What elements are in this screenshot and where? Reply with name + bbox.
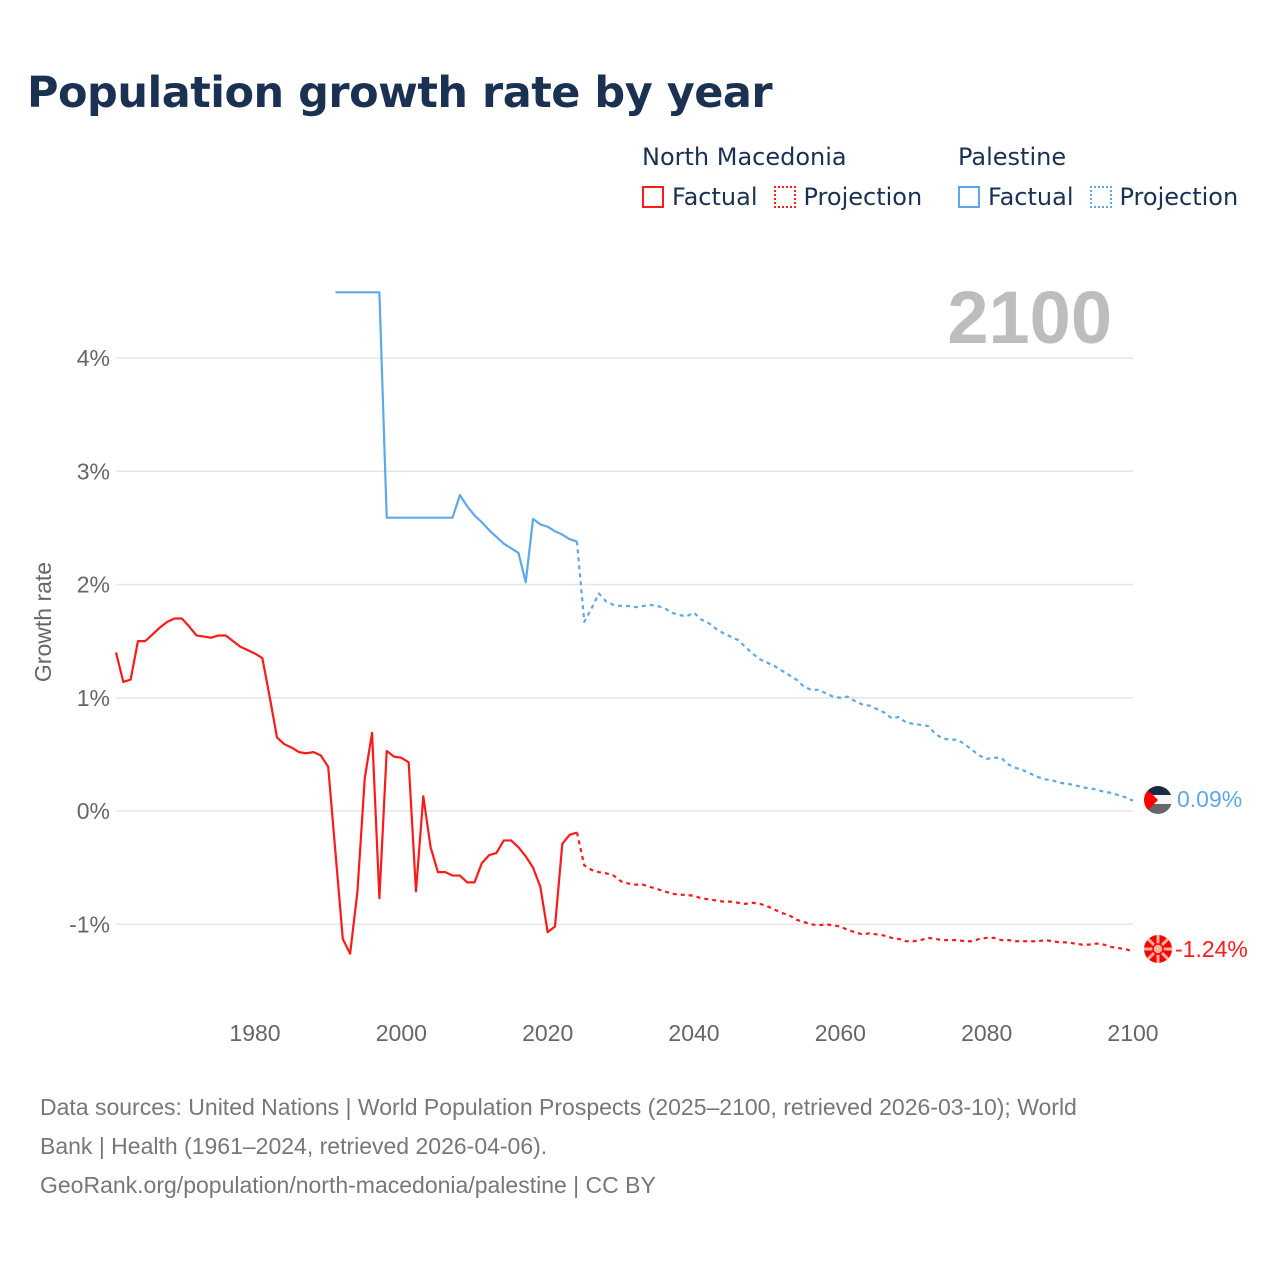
legend-palestine: Palestine Factual Projection	[958, 143, 1254, 211]
legend-item-label: Projection	[1119, 183, 1239, 211]
legend-group-label: North Macedonia	[642, 143, 847, 171]
y-tick-label: 3%	[77, 458, 110, 484]
y-tick-label: 4%	[77, 345, 110, 371]
legend-item-label: Projection	[803, 183, 923, 211]
footer-link[interactable]: GeoRank.org/population/north-macedonia/p…	[40, 1172, 656, 1198]
footer-sources-line: Bank | Health (1961–2024, retrieved 2026…	[40, 1133, 548, 1159]
legend-north-macedonia: North Macedonia Factual Projection	[642, 143, 938, 211]
legend-item-label: Factual	[988, 183, 1074, 211]
legend-item-factual[interactable]: Factual	[958, 183, 1074, 211]
x-tick-label: 2060	[815, 1020, 866, 1046]
palestine-flag-marker	[1144, 786, 1172, 814]
footer-sources-line: Data sources: United Nations | World Pop…	[40, 1094, 1077, 1120]
legend-item-label: Factual	[672, 183, 758, 211]
legend-swatch-dotted	[773, 186, 796, 208]
north-macedonia-factual-line[interactable]	[114, 617, 578, 955]
x-tick-label: 1980	[229, 1020, 280, 1046]
x-tick-label: 2040	[668, 1020, 719, 1046]
footer: Data sources: United Nations | World Pop…	[40, 1088, 1240, 1205]
current-year-label: 2100	[947, 276, 1112, 359]
legend-swatch-solid	[958, 186, 980, 208]
y-tick-label: 2%	[77, 572, 110, 598]
y-tick-label: 0%	[77, 798, 110, 824]
x-tick-label: 2100	[1107, 1020, 1158, 1046]
chart-title: Population growth rate by year	[27, 68, 773, 118]
palestine-projection-line[interactable]	[575, 541, 1134, 802]
x-tick-label: 2000	[376, 1020, 427, 1046]
legend-item-projection[interactable]: Projection	[773, 183, 923, 211]
palestine-end-label: 0.09%	[1177, 786, 1242, 812]
palestine-factual-line[interactable]	[335, 291, 578, 584]
legend-group-label: Palestine	[958, 143, 1067, 171]
y-axis-title: Growth rate	[30, 562, 56, 682]
y-tick-label: 1%	[77, 685, 110, 711]
y-tick-label: -1%	[69, 911, 110, 937]
north-macedonia-end-label: -1.24%	[1175, 936, 1248, 962]
legend-item-projection[interactable]: Projection	[1089, 183, 1239, 211]
legend-swatch-dotted	[1089, 186, 1112, 208]
x-tick-label: 2020	[522, 1020, 573, 1046]
north-macedonia-projection-line[interactable]	[575, 832, 1134, 953]
north-macedonia-flag-marker	[1144, 935, 1172, 963]
legend-item-factual[interactable]: Factual	[642, 183, 758, 211]
legend-swatch-solid	[642, 186, 664, 208]
x-tick-label: 2080	[961, 1020, 1012, 1046]
